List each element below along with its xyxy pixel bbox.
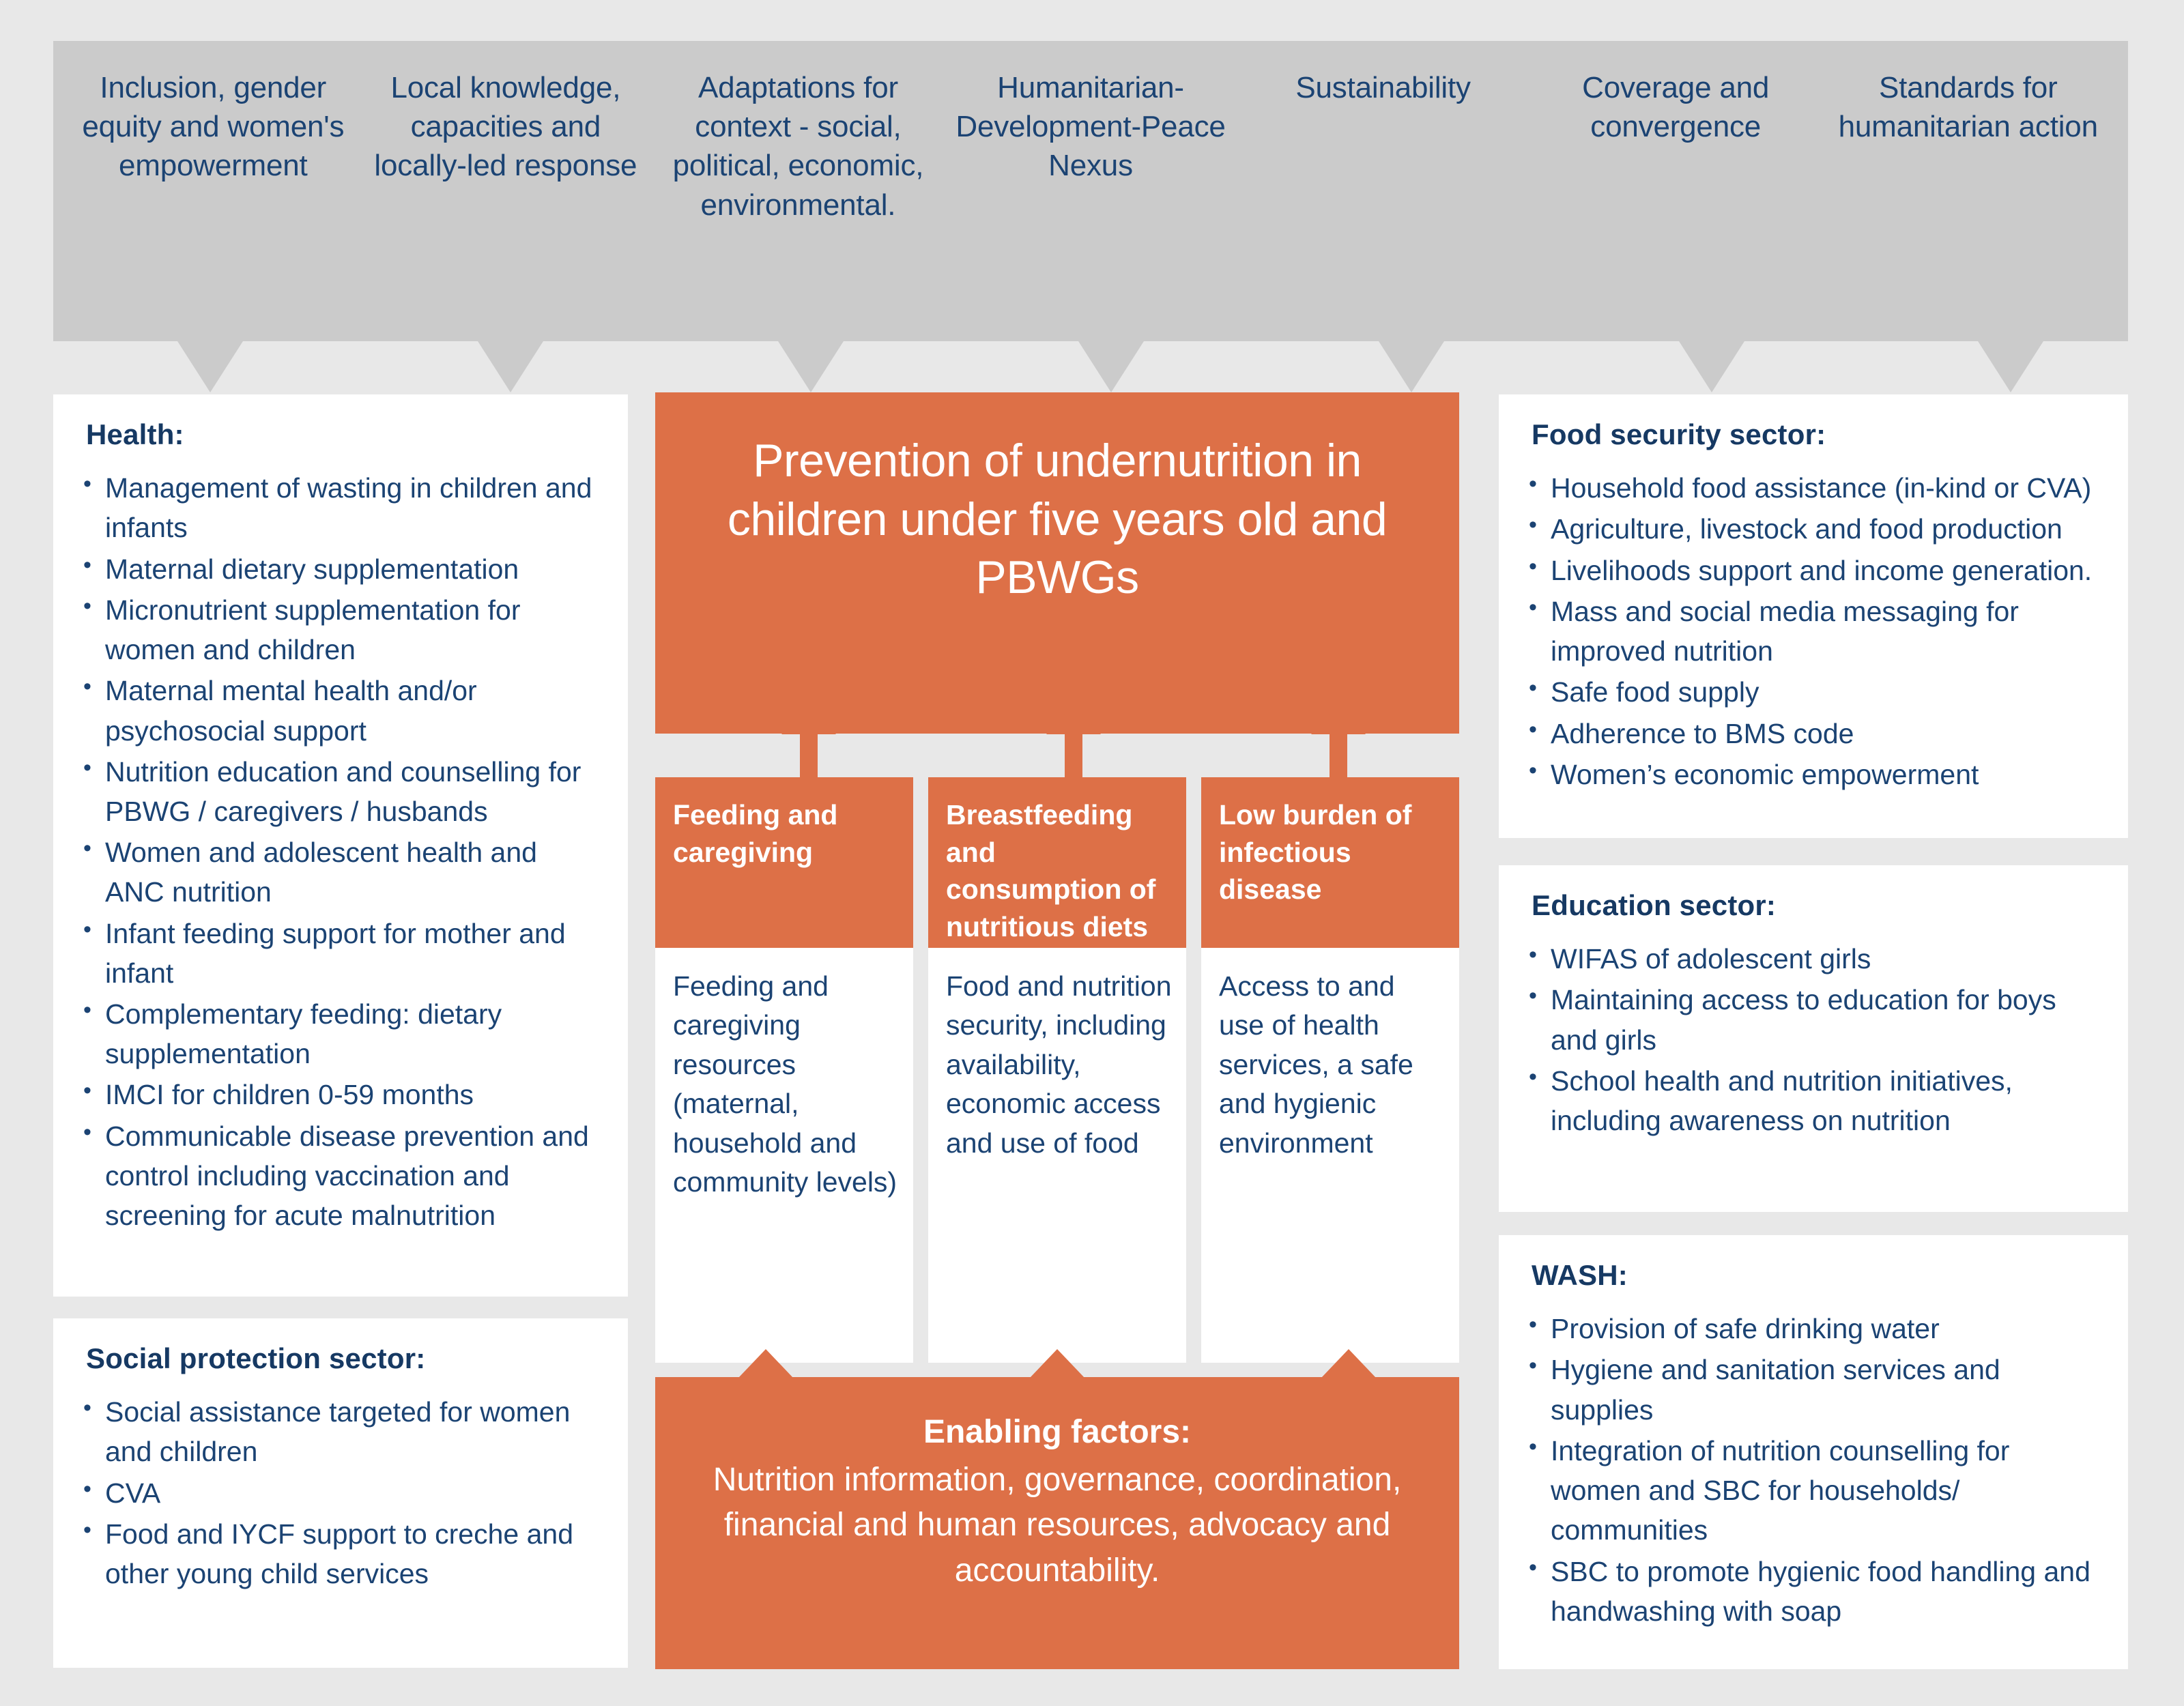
notch-down-icon-4	[1078, 341, 1144, 392]
education-sector-title: Education sector:	[1532, 889, 1777, 921]
food-security-sector-title: Food security sector:	[1532, 418, 1826, 450]
list-item: School health and nutrition initiatives,…	[1527, 1060, 2101, 1140]
list-item: Women and adolescent health and ANC nutr…	[82, 832, 601, 912]
list-item: Adherence to BMS code	[1527, 712, 2101, 753]
list-item: WIFAS of adolescent girls	[1527, 938, 2101, 979]
notch-down-icon-7	[1978, 341, 2043, 392]
list-item: Agriculture, livestock and food producti…	[1527, 508, 2101, 549]
pillar-body-feeding-and-caregiving: Feeding and caregiving resources (matern…	[655, 948, 913, 1363]
arrow-up-icon-pillar-2	[1046, 705, 1101, 777]
list-item: Mass and social media messaging for impr…	[1527, 591, 2101, 671]
list-item: Micronutrient supplementation for women …	[82, 590, 601, 669]
cross-cutting-themes-bar: Inclusion, gender equity and women's emp…	[53, 41, 2128, 341]
cross-cutting-item-adaptations: Adaptations for context - social, politi…	[672, 71, 924, 222]
list-item: Social assistance targeted for women and…	[82, 1391, 601, 1471]
pillar-body-low-burden-infectious-disease: Access to and use of health services, a …	[1201, 948, 1459, 1363]
list-item: Provision of safe drinking water	[1527, 1308, 2101, 1348]
enabling-factors-text: Nutrition information, governance, coord…	[713, 1462, 1402, 1589]
list-item: Safe food supply	[1527, 671, 2101, 712]
pillar-head-feeding-and-caregiving: Feeding and caregiving	[655, 777, 913, 948]
cross-cutting-item-sustainability: Sustainability	[1295, 71, 1471, 104]
list-item: Integration of nutrition counselling for…	[1527, 1430, 2101, 1550]
list-item: Hygiene and sanitation services and supp…	[1527, 1349, 2101, 1429]
enabling-factors-box: Enabling factors: Nutrition information,…	[655, 1349, 1459, 1669]
list-item: Household food assistance (in-kind or CV…	[1527, 467, 2101, 508]
page-title: Prevention of undernutrition in children…	[655, 392, 1459, 734]
health-sector-title: Health:	[86, 418, 184, 450]
list-item: Food and IYCF support to creche and othe…	[82, 1514, 601, 1593]
wash-sector-title: WASH:	[1532, 1259, 1628, 1291]
list-item: Livelihoods support and income generatio…	[1527, 550, 2101, 590]
list-item: CVA	[82, 1473, 601, 1513]
notch-down-icon-3	[778, 341, 844, 392]
pillar-head-breastfeeding-nutritious-diets: Breastfeeding and consumption of nutriti…	[928, 777, 1186, 948]
list-item: Maternal dietary supplementation	[82, 549, 601, 589]
wash-bullet-list: Provision of safe drinking water Hygiene…	[1527, 1308, 2101, 1631]
food-security-sector-card: Food security sector: Household food ass…	[1499, 394, 2128, 838]
wash-sector-card: WASH: Provision of safe drinking water H…	[1499, 1235, 2128, 1669]
enabling-factors-title: Enabling factors:	[923, 1414, 1192, 1450]
pillar-body-breastfeeding-nutritious-diets: Food and nutrition security, including a…	[928, 948, 1186, 1363]
food-security-bullet-list: Household food assistance (in-kind or CV…	[1527, 467, 2101, 794]
arrow-up-icon-pillar-1	[781, 705, 836, 777]
pillar-head-low-burden-infectious-disease: Low burden of infectious disease	[1201, 777, 1459, 948]
list-item: Maternal mental health and/or psychosoci…	[82, 670, 601, 750]
list-item: Nutrition education and counselling for …	[82, 751, 601, 831]
cross-cutting-item-hdp-nexus: Humanitarian-Development-Peace Nexus	[956, 71, 1226, 183]
social-protection-bullet-list: Social assistance targeted for women and…	[82, 1391, 601, 1593]
notch-down-icon-6	[1679, 341, 1744, 392]
social-protection-sector-card: Social protection sector: Social assista…	[53, 1318, 628, 1668]
cross-cutting-item-standards: Standards for humanitarian action	[1838, 71, 2098, 144]
notch-down-icon-2	[478, 341, 543, 392]
list-item: IMCI for children 0-59 months	[82, 1074, 601, 1114]
list-item: Communicable disease prevention and cont…	[82, 1116, 601, 1236]
health-sector-card: Health: Management of wasting in childre…	[53, 394, 628, 1297]
list-item: SBC to promote hygienic food handling an…	[1527, 1550, 2101, 1631]
education-sector-card: Education sector: WIFAS of adolescent gi…	[1499, 865, 2128, 1212]
cross-cutting-item-local-knowledge: Local knowledge, capacities and locally-…	[374, 71, 637, 183]
list-item: Maintaining access to education for boys…	[1527, 979, 2101, 1059]
list-item: Women’s economic empowerment	[1527, 754, 2101, 794]
arrow-up-icon-enabling-2	[1030, 1349, 1084, 1378]
center-title-text: Prevention of undernutrition in children…	[727, 435, 1388, 604]
health-sector-bullet-list: Management of wasting in children and in…	[82, 467, 601, 1236]
cross-cutting-item-coverage: Coverage and convergence	[1582, 71, 1770, 144]
social-protection-sector-title: Social protection sector:	[86, 1342, 426, 1374]
notch-down-icon-5	[1379, 341, 1444, 392]
list-item: Management of wasting in children and in…	[82, 467, 601, 547]
cross-cutting-item-inclusion: Inclusion, gender equity and women's emp…	[82, 71, 345, 183]
arrow-up-icon-enabling-3	[1321, 1349, 1376, 1378]
notch-down-icon-1	[177, 341, 243, 392]
education-bullet-list: WIFAS of adolescent girls Maintaining ac…	[1527, 938, 2101, 1140]
arrow-up-icon-enabling-1	[738, 1349, 793, 1378]
list-item: Complementary feeding: dietary supplemen…	[82, 994, 601, 1073]
arrow-up-icon-pillar-3	[1311, 705, 1366, 777]
list-item: Infant feeding support for mother and in…	[82, 913, 601, 993]
